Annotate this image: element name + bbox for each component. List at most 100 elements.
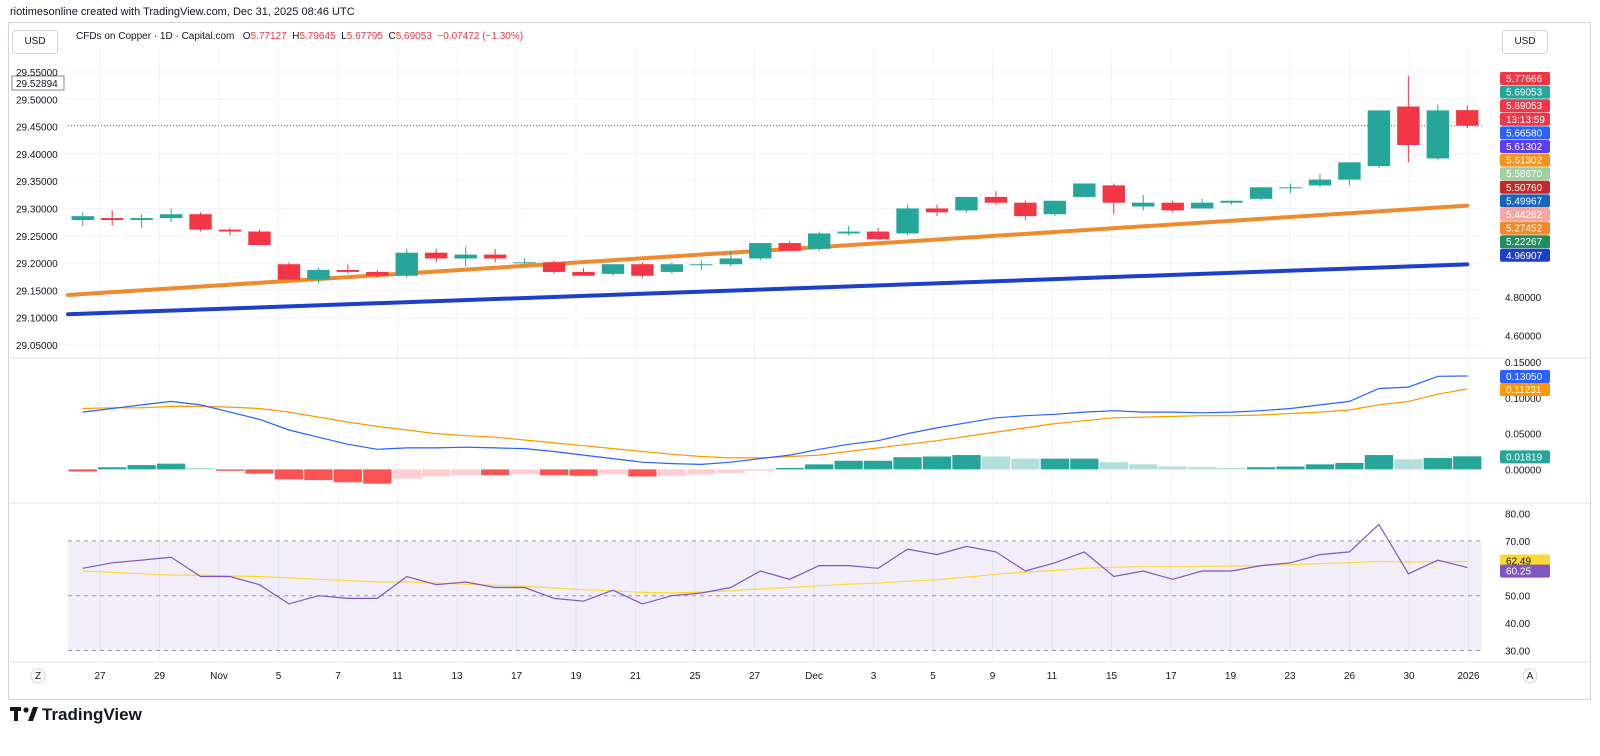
price-tag-label: 5.44262: [1506, 210, 1543, 221]
macd-line: [82, 375, 1468, 466]
open-label: O: [242, 31, 251, 42]
macd-histogram-bar: [981, 456, 1011, 470]
macd-tag-label: 0.01819: [1506, 452, 1543, 463]
candle-body: [513, 262, 536, 264]
price-tag: [1500, 72, 1550, 85]
macd-tag-label: 0.13050: [1506, 372, 1543, 383]
chart-frame: [8, 22, 1591, 700]
price-tag-label: 5.50760: [1506, 183, 1543, 194]
candle-body: [778, 243, 801, 251]
time-axis-tick: 26: [1344, 671, 1356, 682]
price-tag: [1500, 99, 1550, 113]
candle-body: [218, 229, 242, 232]
low-value: 5.67795: [346, 31, 383, 42]
rsi-tag: [1500, 564, 1550, 578]
candle-body: [1367, 110, 1391, 167]
price-tag: [1500, 140, 1550, 153]
macd-histogram-bar: [922, 456, 952, 470]
macd-histogram-bar: [1188, 467, 1217, 470]
time-axis-tick: 19: [570, 671, 582, 682]
a-button: A: [1527, 671, 1534, 682]
macd-histogram-bar: [274, 469, 304, 480]
time-axis-tick: 17: [511, 671, 523, 682]
time-axis-tick: Nov: [210, 671, 228, 682]
time-axis-tick: 27: [749, 671, 761, 682]
time-axis-tick: 19: [1225, 671, 1237, 682]
candle-body: [277, 264, 301, 280]
low-label: L: [341, 31, 347, 42]
price-tag: [1500, 126, 1550, 140]
macd-histogram-bar: [746, 469, 775, 471]
candle-body: [719, 258, 743, 265]
z-button: Z: [35, 671, 41, 682]
price-tag-label: 13:13:59: [1506, 115, 1545, 126]
macd-histogram-bar: [1011, 458, 1040, 470]
candle-body: [660, 264, 684, 272]
price-tag: [1500, 221, 1550, 235]
candle-body: [1190, 202, 1214, 209]
chart-credit: riotimesonline created with TradingView.…: [10, 6, 355, 18]
macd-histogram-bar: [1453, 456, 1482, 470]
time-axis-tick: 13: [451, 671, 463, 682]
symbol-name[interactable]: CFDs on Copper · 1D · Capital.com: [76, 31, 235, 42]
macd-tag: [1500, 450, 1550, 464]
candle-body: [1220, 200, 1243, 203]
price-tag: [1500, 112, 1550, 126]
candle-body: [307, 270, 330, 280]
macd-histogram-bar: [805, 464, 834, 470]
price-tag-label: 5.22267: [1506, 237, 1543, 248]
tradingview-logo[interactable]: TradingView: [10, 705, 142, 725]
time-axis-tick: 2026: [1457, 671, 1480, 682]
change-value: −0.07472 (−1.30%): [437, 31, 524, 42]
macd-histogram-bar: [687, 469, 716, 475]
candle-body: [925, 208, 949, 213]
rsi-line: [82, 523, 1468, 605]
rsi-ma-line: [82, 560, 1468, 594]
macd-histogram-bar: [893, 457, 922, 470]
price-tag-label: 5.69053: [1506, 101, 1543, 112]
macd-histogram-bar: [363, 469, 392, 484]
macd-histogram-bar: [1276, 466, 1305, 470]
candle-body: [1102, 185, 1125, 203]
candle-body: [866, 231, 890, 240]
candle-body: [837, 231, 860, 234]
candle-body: [542, 262, 566, 272]
time-axis-tick: 29: [154, 671, 166, 682]
macd-histogram-bar: [1040, 458, 1069, 470]
macd-histogram-bar: [716, 469, 745, 473]
macd-histogram-bar: [1246, 467, 1276, 470]
candle-body: [1132, 202, 1155, 207]
macd-histogram-bar: [392, 469, 421, 479]
currency-selector-right[interactable]: USD: [1502, 30, 1548, 54]
symbol-legend: CFDs on Copper · 1D · Capital.com O5.771…: [76, 31, 523, 42]
macd-axis-tick: 0.10000: [1505, 394, 1542, 405]
a-button-bg: [1522, 668, 1538, 684]
rsi-tag-label: 60.25: [1506, 567, 1531, 578]
macd-histogram-bar: [539, 469, 569, 476]
candle-body: [631, 264, 654, 276]
candle-body: [100, 218, 124, 220]
rsi-axis-tick: 30.00: [1505, 647, 1530, 658]
candle-body: [425, 252, 448, 259]
macd-histogram-bar: [510, 469, 539, 475]
price-tag-label: 4.96907: [1506, 251, 1543, 262]
macd-histogram-bar: [304, 469, 333, 481]
price-tag-label: 5.58670: [1506, 169, 1543, 180]
left-axis-highlight: 29.52894: [16, 79, 58, 90]
left-axis-tick: 29.50000: [16, 95, 58, 106]
price-tag: [1500, 194, 1550, 208]
left-axis-tick: 29.05000: [16, 341, 58, 352]
macd-tag-label: 0.11231: [1506, 385, 1542, 396]
candle-body: [1043, 200, 1067, 215]
candle-body: [601, 264, 625, 274]
candle-body: [1338, 162, 1361, 180]
currency-selector-left[interactable]: USD: [12, 30, 58, 54]
macd-histogram-bar: [657, 469, 687, 476]
macd-histogram-bar: [1364, 455, 1394, 470]
time-axis-tick: 25: [689, 671, 701, 682]
macd-histogram-bar: [1070, 458, 1099, 470]
time-axis-tick: 7: [335, 671, 341, 682]
macd-histogram-bar: [481, 469, 510, 476]
time-axis-tick: 5: [930, 671, 936, 682]
